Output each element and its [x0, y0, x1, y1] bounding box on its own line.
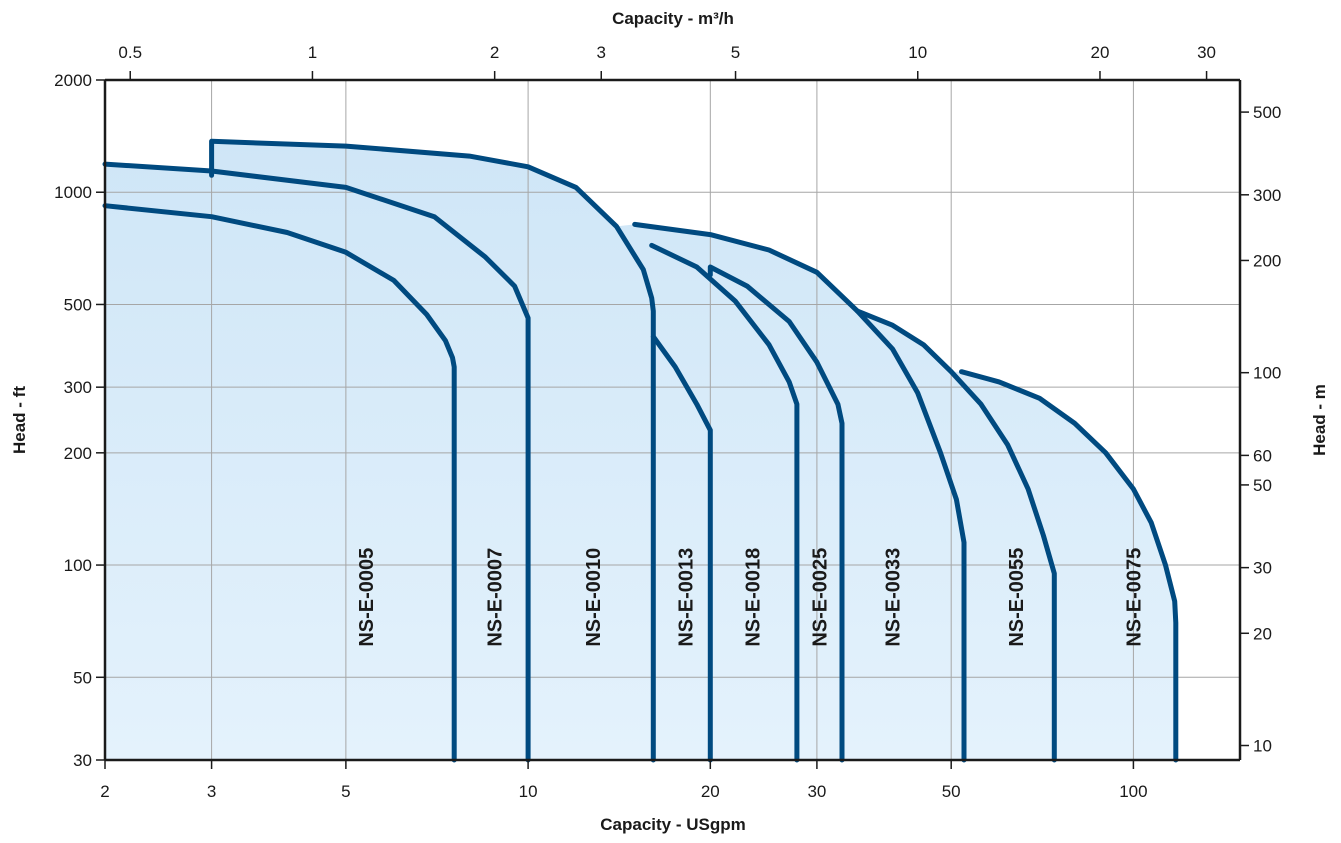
x-tick-label-top: 3 — [597, 43, 606, 62]
curve-ns-e-0010 — [209, 138, 656, 763]
curve-label: NS-E-0010 — [583, 548, 605, 647]
y-tick-label-right: 10 — [1253, 737, 1272, 756]
y-tick-label-right: 500 — [1253, 103, 1281, 122]
y-axis-title-left: Head - ft — [10, 386, 29, 454]
operating-range-fill — [105, 141, 1176, 761]
y-tick-label-right: 300 — [1253, 186, 1281, 205]
x-tick-label-bottom: 30 — [807, 782, 826, 801]
y-axis-title-right: Head - m — [1310, 384, 1329, 456]
curve-ns-e-0018 — [649, 242, 800, 763]
x-tick-label-top: 10 — [908, 43, 927, 62]
curve-label: NS-E-0018 — [743, 548, 765, 647]
x-tick-label-bottom: 20 — [701, 782, 720, 801]
x-tick-label-top: 0.5 — [118, 43, 142, 62]
y-tick-label-left: 50 — [73, 668, 92, 687]
curve-label: NS-E-0013 — [676, 548, 698, 647]
x-tick-label-bottom: 10 — [519, 782, 538, 801]
x-tick-label-top: 5 — [731, 43, 740, 62]
curve-ns-e-0005 — [102, 203, 457, 763]
curve-ns-e-0055 — [854, 308, 1057, 763]
y-tick-label-left: 100 — [64, 556, 92, 575]
curve-label: NS-E-0075 — [1123, 548, 1145, 647]
x-tick-label-top: 30 — [1197, 43, 1216, 62]
y-tick-label-left: 500 — [64, 295, 92, 314]
curve-label: NS-E-0033 — [883, 548, 905, 647]
curve-ns-e-0075 — [959, 369, 1179, 763]
y-tick-label-right: 100 — [1253, 364, 1281, 383]
curve-ns-e-0013 — [650, 334, 713, 763]
x-tick-label-bottom: 5 — [341, 782, 350, 801]
x-tick-label-bottom: 2 — [100, 782, 109, 801]
curve-label: NS-E-0025 — [810, 548, 832, 647]
curve-ns-e-0007 — [102, 161, 531, 763]
y-tick-label-left: 200 — [64, 444, 92, 463]
y-tick-label-right: 30 — [1253, 559, 1272, 578]
y-tick-label-right: 60 — [1253, 446, 1272, 465]
y-tick-label-left: 30 — [73, 751, 92, 770]
curve-ns-e-0033 — [632, 221, 967, 763]
x-tick-label-top: 1 — [308, 43, 317, 62]
x-tick-label-bottom: 50 — [942, 782, 961, 801]
x-axis-title-bottom: Capacity - USgpm — [600, 815, 745, 834]
y-tick-label-left: 1000 — [54, 183, 92, 202]
y-tick-label-left: 300 — [64, 378, 92, 397]
y-tick-label-right: 200 — [1253, 251, 1281, 270]
curve-label: NS-E-0005 — [356, 548, 378, 647]
x-axis-title-top: Capacity - m³/h — [612, 9, 734, 28]
y-tick-label-right: 20 — [1253, 624, 1272, 643]
x-tick-label-bottom: 3 — [207, 782, 216, 801]
curve-label: NS-E-0007 — [485, 548, 507, 647]
y-tick-label-right: 50 — [1253, 476, 1272, 495]
y-tick-label-left: 2000 — [54, 71, 92, 90]
x-tick-label-top: 20 — [1091, 43, 1110, 62]
x-tick-label-top: 2 — [490, 43, 499, 62]
x-tick-label-bottom: 100 — [1119, 782, 1147, 801]
curve-label: NS-E-0055 — [1006, 548, 1028, 647]
curve-ns-e-0025 — [707, 264, 845, 763]
